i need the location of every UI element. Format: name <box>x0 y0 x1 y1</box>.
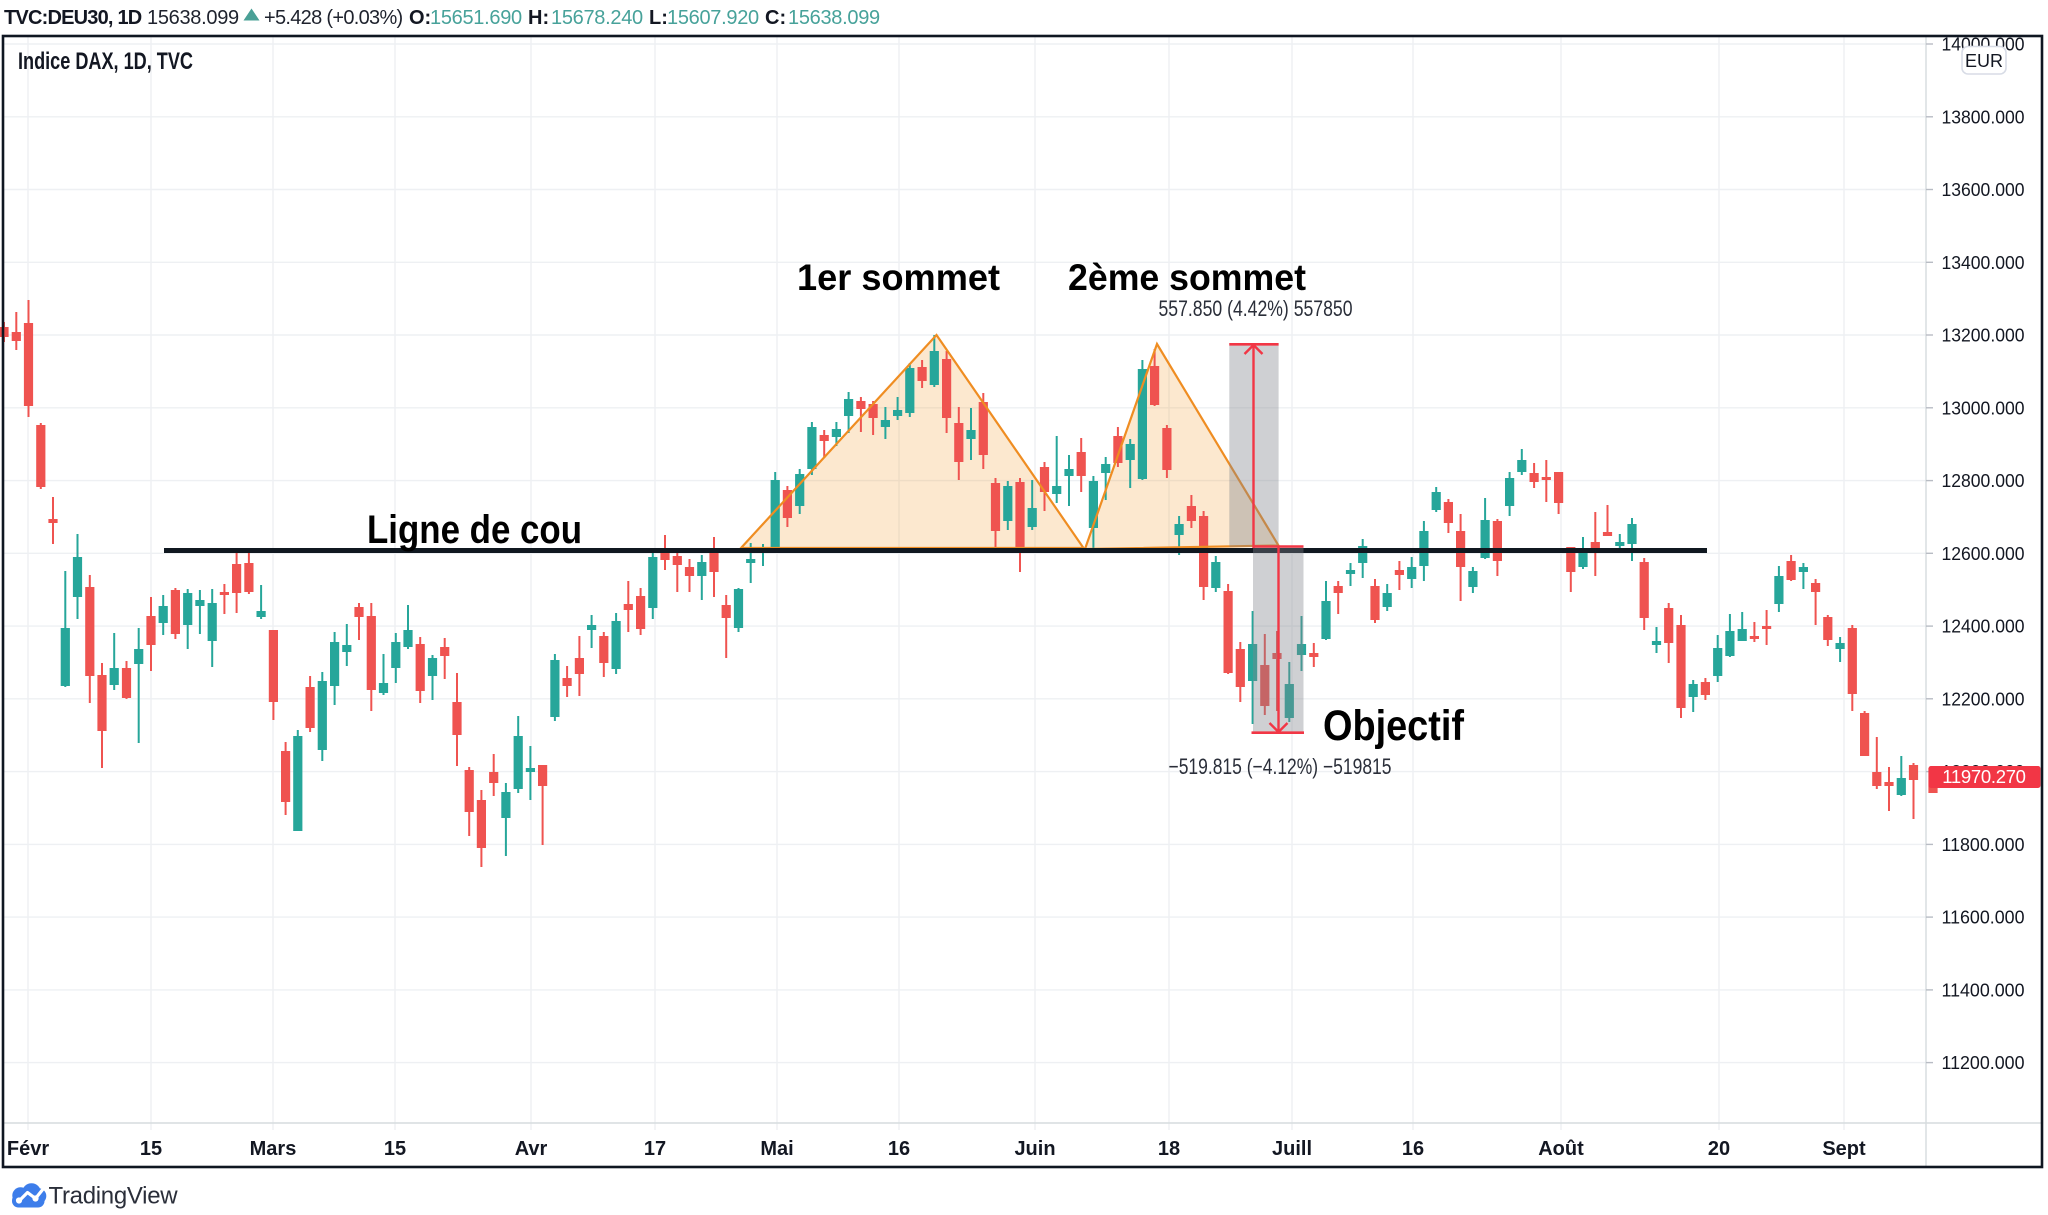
svg-text:Ligne de cou: Ligne de cou <box>367 508 582 552</box>
svg-text:20: 20 <box>1708 1138 1730 1160</box>
svg-text:18: 18 <box>1158 1138 1180 1160</box>
svg-text:Août: Août <box>1538 1138 1584 1160</box>
svg-text:Juin: Juin <box>1014 1138 1055 1160</box>
svg-text:15678.240: 15678.240 <box>551 7 643 29</box>
svg-text:15607.920: 15607.920 <box>667 7 759 29</box>
svg-text:15638.099: 15638.099 <box>788 7 880 29</box>
svg-text:12400.000: 12400.000 <box>1942 617 2025 637</box>
svg-text:L:: L: <box>649 7 668 29</box>
svg-text:12200.000: 12200.000 <box>1942 689 2025 709</box>
svg-text:Mars: Mars <box>250 1138 297 1160</box>
svg-text:11200.000: 11200.000 <box>1942 1053 2025 1073</box>
svg-text:2ème sommet: 2ème sommet <box>1068 257 1306 298</box>
svg-text:Objectif: Objectif <box>1323 702 1465 750</box>
svg-text:11800.000: 11800.000 <box>1942 835 2025 855</box>
svg-text:Févr: Févr <box>7 1138 49 1160</box>
svg-text:Juill: Juill <box>1272 1138 1312 1160</box>
svg-text:TradingView: TradingView <box>49 1183 179 1210</box>
svg-text:11600.000: 11600.000 <box>1942 908 2025 928</box>
svg-text:11970.270: 11970.270 <box>1942 766 2025 787</box>
svg-text:12600.000: 12600.000 <box>1942 544 2025 564</box>
svg-text:15: 15 <box>384 1138 406 1160</box>
svg-text:11400.000: 11400.000 <box>1942 980 2025 1000</box>
svg-text:Mai: Mai <box>760 1138 793 1160</box>
svg-text:16: 16 <box>888 1138 910 1160</box>
svg-text:−519.815 (−4.12%) −519815: −519.815 (−4.12%) −519815 <box>1169 754 1392 779</box>
svg-text:+5.428 (+0.03%): +5.428 (+0.03%) <box>264 7 403 29</box>
svg-text:15638.099: 15638.099 <box>147 7 239 29</box>
svg-text:Indice DAX, 1D, TVC: Indice DAX, 1D, TVC <box>18 48 193 75</box>
svg-text:13200.000: 13200.000 <box>1942 326 2025 346</box>
svg-text:Sept: Sept <box>1822 1138 1866 1160</box>
svg-text:13000.000: 13000.000 <box>1942 398 2025 418</box>
svg-text:Avr: Avr <box>515 1138 548 1160</box>
svg-text:17: 17 <box>644 1138 666 1160</box>
svg-text:15: 15 <box>140 1138 162 1160</box>
svg-text:1er sommet: 1er sommet <box>797 257 1000 298</box>
svg-text:H:: H: <box>528 7 549 29</box>
svg-text:C:: C: <box>765 7 786 29</box>
svg-text:12800.000: 12800.000 <box>1942 471 2025 491</box>
svg-text:EUR: EUR <box>1965 51 2003 71</box>
svg-text:15651.690: 15651.690 <box>430 7 522 29</box>
svg-text:557.850 (4.42%) 557850: 557.850 (4.42%) 557850 <box>1159 296 1353 321</box>
svg-text:13800.000: 13800.000 <box>1942 107 2025 127</box>
svg-text:13400.000: 13400.000 <box>1942 253 2025 273</box>
svg-text:O:: O: <box>409 7 431 29</box>
svg-text:16: 16 <box>1402 1138 1424 1160</box>
svg-text:13600.000: 13600.000 <box>1942 180 2025 200</box>
svg-text:TVC:DEU30, 1D: TVC:DEU30, 1D <box>4 7 142 29</box>
